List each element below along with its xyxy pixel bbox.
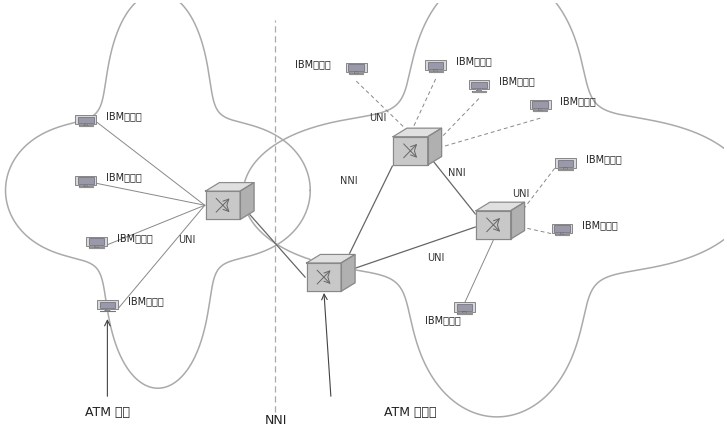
FancyBboxPatch shape: [76, 176, 96, 185]
Polygon shape: [341, 254, 355, 291]
Text: ATM 交换机: ATM 交换机: [384, 407, 437, 419]
Polygon shape: [307, 263, 341, 291]
Polygon shape: [427, 128, 441, 165]
FancyBboxPatch shape: [428, 62, 443, 69]
Text: IBM兼容机: IBM兼容机: [295, 59, 331, 69]
Polygon shape: [206, 183, 254, 191]
Polygon shape: [393, 137, 427, 165]
Polygon shape: [243, 0, 727, 417]
Polygon shape: [476, 211, 510, 239]
FancyBboxPatch shape: [87, 237, 107, 246]
Text: IBM兼容机: IBM兼容机: [561, 96, 596, 106]
FancyBboxPatch shape: [346, 63, 366, 72]
Text: IBM兼容机: IBM兼容机: [106, 172, 142, 182]
FancyBboxPatch shape: [468, 80, 489, 90]
Text: UNI: UNI: [427, 253, 444, 262]
Polygon shape: [100, 310, 115, 311]
Text: ATM 端点: ATM 端点: [85, 407, 130, 419]
Polygon shape: [79, 126, 93, 127]
Polygon shape: [538, 109, 543, 110]
Polygon shape: [555, 234, 569, 235]
Polygon shape: [559, 233, 564, 234]
FancyBboxPatch shape: [555, 158, 576, 168]
FancyBboxPatch shape: [532, 101, 548, 108]
Polygon shape: [354, 72, 359, 73]
Text: IBM兼容机: IBM兼容机: [117, 233, 153, 243]
Polygon shape: [428, 71, 443, 72]
Text: IBM兼容机: IBM兼容机: [425, 316, 461, 325]
Polygon shape: [6, 0, 310, 388]
Polygon shape: [457, 313, 472, 314]
Text: NNI: NNI: [449, 168, 466, 178]
FancyBboxPatch shape: [100, 302, 115, 308]
Polygon shape: [433, 70, 438, 71]
FancyBboxPatch shape: [348, 64, 364, 71]
Text: UNI: UNI: [178, 235, 196, 245]
Text: NNI: NNI: [265, 414, 286, 427]
Text: IBM兼容机: IBM兼容机: [586, 154, 622, 164]
FancyBboxPatch shape: [554, 225, 570, 232]
Polygon shape: [307, 254, 355, 263]
Polygon shape: [349, 73, 364, 74]
Polygon shape: [462, 311, 467, 313]
Polygon shape: [240, 183, 254, 220]
Polygon shape: [476, 90, 481, 91]
Text: UNI: UNI: [369, 113, 387, 123]
Text: IBM兼容机: IBM兼容机: [456, 56, 491, 67]
FancyBboxPatch shape: [552, 224, 572, 233]
FancyBboxPatch shape: [97, 300, 118, 310]
Polygon shape: [393, 128, 441, 137]
Text: IBM兼容机: IBM兼容机: [127, 296, 164, 306]
Polygon shape: [472, 91, 486, 92]
Polygon shape: [533, 110, 547, 111]
Polygon shape: [476, 202, 524, 211]
Text: NNI: NNI: [340, 176, 358, 186]
FancyBboxPatch shape: [454, 302, 475, 311]
Polygon shape: [558, 169, 573, 170]
FancyBboxPatch shape: [76, 115, 96, 124]
Text: IBM兼容机: IBM兼容机: [106, 111, 142, 121]
FancyBboxPatch shape: [457, 304, 473, 310]
FancyBboxPatch shape: [425, 60, 446, 70]
Text: IBM兼容机: IBM兼容机: [499, 76, 535, 86]
Polygon shape: [94, 246, 99, 247]
FancyBboxPatch shape: [89, 239, 105, 245]
FancyBboxPatch shape: [471, 82, 486, 89]
Polygon shape: [89, 247, 104, 248]
FancyBboxPatch shape: [530, 100, 550, 109]
Polygon shape: [83, 185, 89, 187]
Polygon shape: [510, 202, 524, 239]
Text: UNI: UNI: [512, 189, 529, 199]
Polygon shape: [206, 191, 240, 220]
FancyBboxPatch shape: [78, 177, 94, 184]
Polygon shape: [83, 124, 89, 126]
Polygon shape: [563, 168, 568, 169]
Text: IBM兼容机: IBM兼容机: [582, 220, 618, 230]
FancyBboxPatch shape: [78, 116, 94, 123]
FancyBboxPatch shape: [558, 160, 574, 167]
